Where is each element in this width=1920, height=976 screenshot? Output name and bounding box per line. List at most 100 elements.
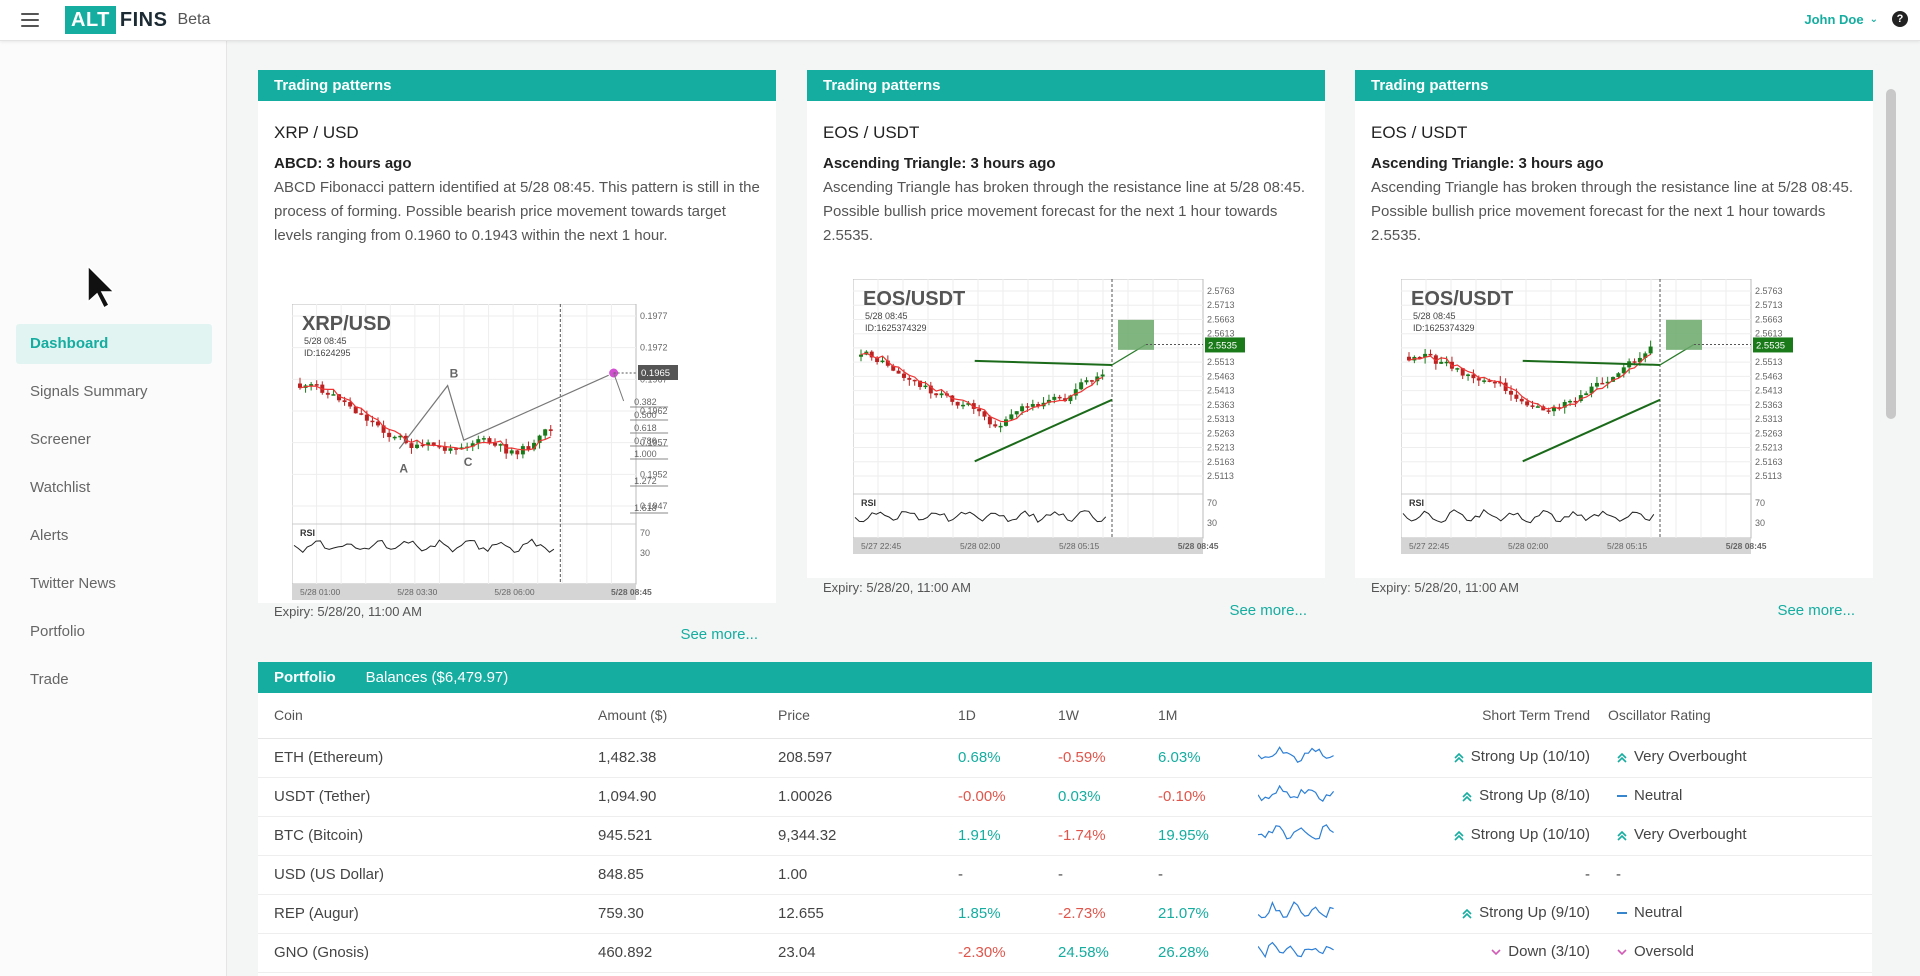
- candle: [409, 443, 414, 449]
- chart-title: XRP/USD: [302, 313, 391, 335]
- table-row[interactable]: USDT (Tether) 1,094.90 1.00026 -0.00% 0.03% -…: [258, 777, 1872, 817]
- see-more-link[interactable]: See more...: [680, 626, 758, 643]
- candle: [420, 444, 425, 447]
- table-row[interactable]: ETH (Ethereum) 1,482.38 208.597 0.68% -0.59%…: [258, 738, 1872, 778]
- column-header[interactable]: 1W: [1058, 693, 1158, 739]
- user-name: John Doe: [1804, 12, 1864, 27]
- card-header: Trading patterns: [807, 70, 1325, 101]
- candle: [1057, 396, 1062, 399]
- support-line: [1522, 398, 1661, 463]
- table-row[interactable]: BTC (Bitcoin) 945.521 9,344.32 1.91% -1.74% 1…: [258, 816, 1872, 856]
- candle: [982, 411, 987, 417]
- price-cell: 12.655: [778, 894, 958, 934]
- expiry-text: Expiry: 5/28/20, 11:00 AM: [274, 604, 422, 619]
- chevron-down-icon: ⌄: [1869, 14, 1878, 25]
- sidebar-item-twitter-news[interactable]: Twitter News: [30, 575, 116, 592]
- sidebar-item-trade[interactable]: Trade: [30, 671, 69, 688]
- table-row[interactable]: USD (US Dollar) 848.85 1.00- - - - -: [258, 855, 1872, 895]
- pattern-description: Ascending Triangle has broken through th…: [823, 179, 1305, 244]
- candle: [398, 435, 403, 438]
- rsi-tick: 70: [640, 528, 650, 538]
- column-header[interactable]: Short Term Trend: [1418, 693, 1608, 739]
- coin-cell[interactable]: USDT (Tether): [258, 777, 598, 817]
- card-header: Trading patterns: [1355, 70, 1873, 101]
- candle: [928, 385, 933, 394]
- candle: [426, 442, 431, 446]
- tab-portfolio[interactable]: Portfolio: [274, 669, 336, 686]
- candle: [1439, 361, 1444, 364]
- candle: [1444, 361, 1449, 364]
- trading-pattern-card: Trading patterns XRP / USD ABCD: 3 hours a…: [258, 70, 776, 643]
- candle: [1546, 410, 1551, 412]
- candle: [1003, 419, 1008, 426]
- candle: [966, 403, 971, 405]
- point-c-label: C: [464, 455, 473, 469]
- candle: [1417, 356, 1422, 359]
- fib-level: 0.786: [634, 436, 657, 446]
- y-tick-label: 2.5413: [1755, 386, 1783, 396]
- sidebar-item-portfolio[interactable]: Portfolio: [30, 623, 86, 640]
- candle: [1498, 381, 1503, 384]
- chevron-down-icon: [1491, 949, 1501, 955]
- sidebar-item-signals-summary[interactable]: Signals Summary: [30, 383, 148, 400]
- column-header[interactable]: 1D: [958, 693, 1058, 739]
- amount-cell: 1,482.38: [598, 738, 778, 778]
- rsi-line: [293, 538, 555, 554]
- top-bar: ALT FINS Beta John Doe ⌄ ?: [0, 0, 1920, 41]
- coin-cell[interactable]: ETH (Ethereum): [258, 738, 598, 778]
- column-header[interactable]: 1M: [1158, 693, 1258, 739]
- candle: [1025, 406, 1030, 408]
- price-cell: 1.00026: [778, 777, 958, 817]
- candle: [880, 360, 885, 363]
- candle: [459, 447, 464, 450]
- user-menu[interactable]: John Doe ⌄: [1804, 12, 1878, 27]
- oscillator-text: Very Overbought: [1634, 748, 1747, 766]
- coin-cell[interactable]: BTC (Bitcoin): [258, 816, 598, 856]
- sidebar-item-dashboard[interactable]: Dashboard: [16, 324, 212, 364]
- see-more-link[interactable]: See more...: [1229, 602, 1307, 619]
- candle: [481, 438, 486, 440]
- pattern-title: ABCD: 3 hours ago: [274, 155, 412, 172]
- trading-pattern-card: Trading patterns EOS / USDT Ascending Tria…: [807, 70, 1325, 619]
- y-tick-label: 2.5513: [1755, 357, 1783, 367]
- y-tick-label: 2.5663: [1207, 314, 1235, 324]
- fib-level: 0.618: [634, 423, 657, 433]
- scrollbar[interactable]: [1886, 89, 1896, 419]
- candle: [1471, 374, 1476, 379]
- sidebar-item-alerts[interactable]: Alerts: [30, 527, 69, 544]
- column-header[interactable]: [1258, 693, 1418, 739]
- column-header[interactable]: Oscillator Rating: [1608, 693, 1872, 739]
- coin-cell[interactable]: USD (US Dollar): [258, 855, 598, 895]
- help-icon[interactable]: ?: [1892, 11, 1908, 27]
- table-row[interactable]: GNO (Gnosis) 460.892 23.04 -2.30% 24.58% 26.2…: [258, 933, 1872, 973]
- change-1d-cell: -: [958, 855, 1058, 895]
- logo[interactable]: ALT FINS Beta: [65, 6, 210, 34]
- y-tick-label: 2.5213: [1207, 443, 1235, 453]
- y-tick-label: 2.5113: [1755, 471, 1782, 481]
- last-price: 2.5535: [1756, 340, 1785, 351]
- rsi-line: [1402, 509, 1655, 524]
- column-header[interactable]: Amount ($): [598, 693, 778, 739]
- column-header[interactable]: Price: [778, 693, 958, 739]
- logo-alt: ALT: [65, 6, 116, 34]
- coin-cell[interactable]: GNO (Gnosis): [258, 933, 598, 973]
- candle: [504, 444, 509, 454]
- chart-subtitle: 5/28 08:45: [865, 311, 908, 321]
- price-cell: 9,344.32: [778, 816, 958, 856]
- tab-balances[interactable]: Balances ($6,479.97): [365, 669, 509, 686]
- coin-cell[interactable]: REP (Augur): [258, 894, 598, 934]
- trend-cell: Down (3/10): [1418, 933, 1608, 973]
- chart-title: EOS/USDT: [863, 288, 965, 310]
- y-tick-label: 0.1977: [640, 311, 668, 321]
- column-header[interactable]: Coin: [258, 693, 598, 739]
- see-more-link[interactable]: See more...: [1777, 602, 1855, 619]
- candle: [1605, 381, 1610, 384]
- menu-icon[interactable]: [21, 13, 39, 27]
- table-row[interactable]: REP (Augur) 759.30 12.655 1.85% -2.73% 21.07%…: [258, 894, 1872, 934]
- candle: [1600, 382, 1605, 385]
- sidebar-item-screener[interactable]: Screener: [30, 431, 91, 448]
- y-tick-label: 2.5263: [1755, 428, 1783, 438]
- candle: [1460, 368, 1465, 376]
- x-tick-label: 5/28 06:00: [494, 587, 534, 597]
- sidebar-item-watchlist[interactable]: Watchlist: [30, 479, 91, 496]
